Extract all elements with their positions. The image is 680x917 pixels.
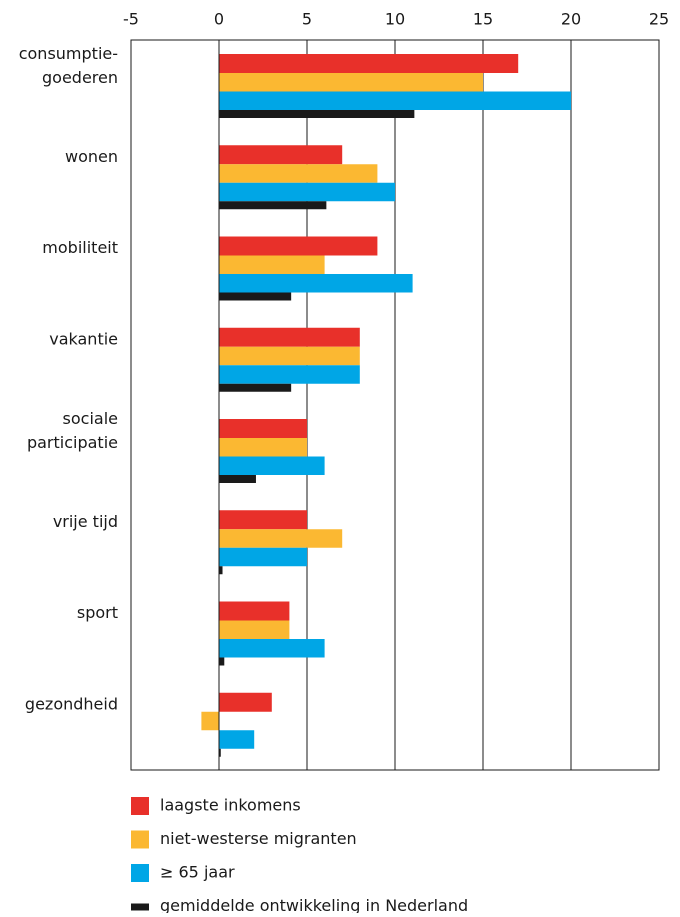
bar — [219, 692, 272, 712]
legend-label: niet-westerse migranten — [160, 829, 357, 848]
bar — [219, 456, 325, 475]
category-label: gezondheid — [25, 694, 118, 713]
bar — [219, 510, 307, 530]
legend-label: gemiddelde ontwikkeling in Nederland — [160, 896, 468, 913]
bar — [219, 383, 292, 392]
category-label: vakantie — [49, 329, 118, 348]
bar — [219, 529, 343, 548]
x-tick-label: 25 — [649, 10, 669, 29]
bar — [219, 601, 290, 621]
bar — [219, 236, 378, 256]
bar — [219, 255, 325, 274]
legend-swatch — [131, 903, 149, 911]
bar — [219, 566, 223, 575]
x-tick-label: 15 — [473, 10, 493, 29]
category-label: mobiliteit — [42, 238, 118, 257]
bar — [219, 475, 256, 483]
bar — [219, 145, 343, 165]
category-label: sociale participatie — [27, 409, 118, 452]
legend-swatch — [131, 830, 149, 849]
bar — [219, 620, 290, 639]
category-label: consumptie-goederen — [19, 44, 118, 87]
legend-swatch — [131, 864, 149, 882]
bar — [219, 182, 395, 202]
bar — [219, 327, 360, 347]
bar — [219, 274, 413, 293]
bar — [219, 365, 360, 384]
bar — [219, 639, 325, 658]
x-tick-label: 5 — [302, 10, 312, 29]
bar — [201, 711, 219, 731]
bar — [219, 73, 483, 92]
legend-label: ≥ 65 jaar — [160, 863, 235, 882]
category-label: vrije tijd — [53, 512, 118, 531]
legend-label: laagste inkomens — [160, 796, 301, 815]
bar — [219, 201, 327, 210]
bar — [219, 346, 360, 366]
x-tick-label: 20 — [561, 10, 581, 29]
category-label: wonen — [65, 147, 118, 166]
bar — [219, 547, 307, 567]
bar — [219, 54, 519, 73]
x-tick-label: 10 — [385, 10, 405, 29]
legend-swatch — [131, 797, 149, 815]
bar — [219, 292, 292, 301]
category-label: sport — [77, 603, 118, 622]
bar — [219, 91, 571, 110]
bar — [219, 748, 221, 757]
bar — [219, 657, 225, 666]
bar — [219, 419, 307, 438]
bar — [219, 730, 255, 749]
bar — [219, 164, 378, 183]
bar — [219, 110, 415, 118]
x-tick-label: 0 — [214, 10, 224, 29]
bar — [219, 438, 307, 457]
x-tick-label: -5 — [123, 10, 139, 29]
